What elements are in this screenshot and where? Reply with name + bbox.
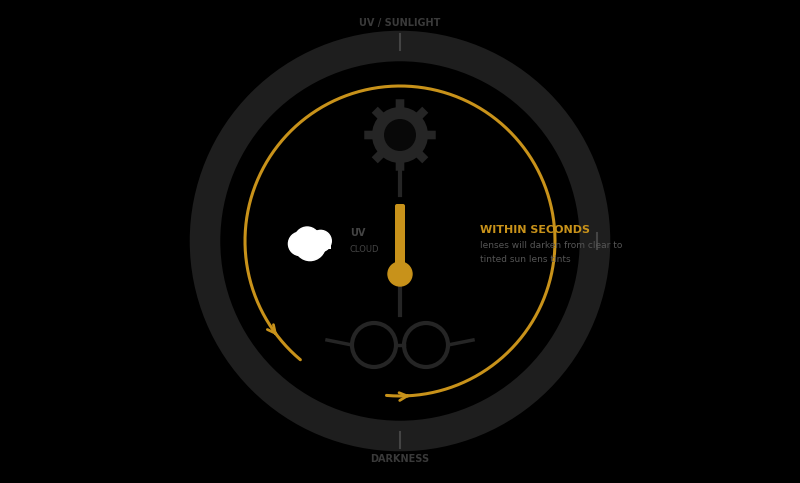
Polygon shape xyxy=(424,131,436,139)
Polygon shape xyxy=(414,149,428,163)
Polygon shape xyxy=(396,158,404,171)
Circle shape xyxy=(310,230,331,252)
Text: WITHIN SECONDS: WITHIN SECONDS xyxy=(480,225,590,235)
Polygon shape xyxy=(396,99,404,112)
Polygon shape xyxy=(364,131,376,139)
FancyBboxPatch shape xyxy=(289,238,331,249)
Circle shape xyxy=(294,227,320,252)
Ellipse shape xyxy=(372,107,428,163)
FancyBboxPatch shape xyxy=(395,204,405,278)
Text: tinted sun lens tints: tinted sun lens tints xyxy=(480,256,570,265)
Circle shape xyxy=(303,236,325,257)
Text: lenses will darken from clear to: lenses will darken from clear to xyxy=(480,242,622,251)
Text: DARKNESS: DARKNESS xyxy=(370,454,430,464)
Text: CLOUD: CLOUD xyxy=(350,244,379,254)
Circle shape xyxy=(294,230,326,261)
Text: UV: UV xyxy=(350,228,366,238)
Circle shape xyxy=(289,232,312,256)
Ellipse shape xyxy=(384,119,416,151)
Polygon shape xyxy=(372,107,386,121)
Polygon shape xyxy=(372,149,386,163)
Circle shape xyxy=(388,262,412,286)
Polygon shape xyxy=(414,107,428,121)
Text: UV / SUNLIGHT: UV / SUNLIGHT xyxy=(359,18,441,28)
